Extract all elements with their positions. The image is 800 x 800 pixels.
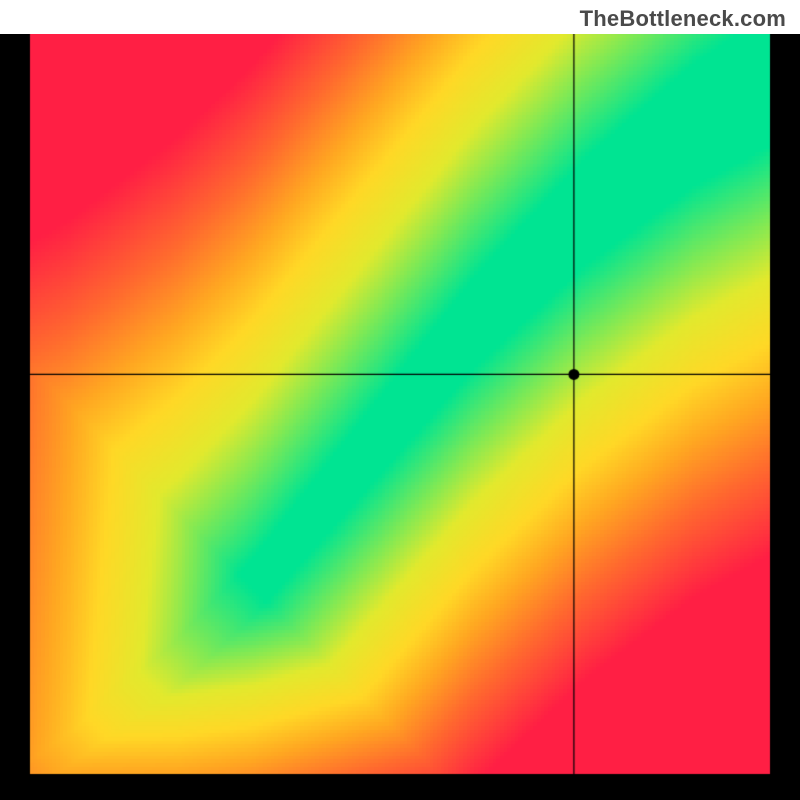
- watermark-text: TheBottleneck.com: [580, 6, 786, 32]
- bottleneck-heatmap: [0, 34, 800, 800]
- chart-container: { "watermark": { "text": "TheBottleneck.…: [0, 0, 800, 800]
